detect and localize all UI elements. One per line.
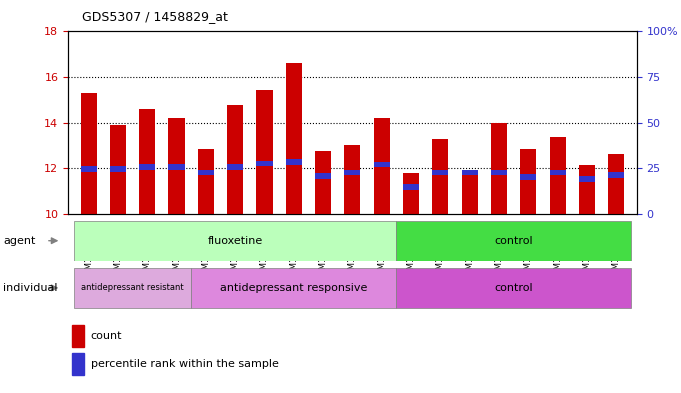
Text: count: count	[91, 331, 122, 341]
Bar	[432, 170, 448, 175]
Bar	[80, 166, 97, 172]
Bar	[139, 109, 155, 214]
Text: GDS5307 / 1458829_at: GDS5307 / 1458829_at	[82, 10, 227, 23]
Bar	[80, 93, 97, 214]
Bar	[257, 90, 272, 214]
Bar	[315, 151, 331, 214]
Bar	[227, 105, 243, 214]
Bar	[315, 173, 331, 179]
Bar	[374, 118, 390, 214]
Text: fluoxetine: fluoxetine	[208, 236, 263, 246]
Bar	[72, 353, 84, 375]
Bar	[286, 63, 302, 214]
Bar	[550, 136, 566, 214]
Bar	[168, 118, 185, 214]
Bar	[74, 268, 191, 308]
Bar	[403, 184, 419, 190]
Bar	[462, 170, 478, 175]
Bar	[432, 139, 448, 214]
Bar	[491, 170, 507, 175]
Bar	[110, 125, 126, 214]
Bar	[74, 221, 396, 261]
Text: percentile rank within the sample: percentile rank within the sample	[91, 358, 279, 369]
Bar	[403, 173, 419, 214]
Bar	[608, 172, 624, 178]
Text: antidepressant resistant: antidepressant resistant	[81, 283, 184, 292]
Text: antidepressant responsive: antidepressant responsive	[220, 283, 368, 293]
Bar	[345, 145, 360, 214]
Text: control: control	[494, 283, 533, 293]
Bar	[374, 162, 390, 167]
Bar	[608, 154, 624, 214]
Text: control: control	[494, 236, 533, 246]
Bar	[197, 170, 214, 175]
Bar	[579, 176, 595, 182]
Text: agent: agent	[3, 236, 36, 246]
Text: individual: individual	[3, 283, 58, 293]
Bar	[72, 325, 84, 347]
Bar	[168, 164, 185, 170]
Bar	[227, 164, 243, 170]
Bar	[396, 221, 631, 261]
Bar	[491, 123, 507, 214]
Bar	[396, 268, 631, 308]
Bar	[110, 166, 126, 172]
Bar	[191, 268, 396, 308]
Bar	[257, 160, 272, 166]
Bar	[286, 159, 302, 165]
Bar	[579, 165, 595, 214]
Bar	[197, 149, 214, 214]
Bar	[520, 174, 537, 180]
Bar	[139, 164, 155, 170]
Bar	[345, 170, 360, 175]
Bar	[462, 173, 478, 214]
Bar	[550, 170, 566, 175]
Bar	[520, 149, 537, 214]
